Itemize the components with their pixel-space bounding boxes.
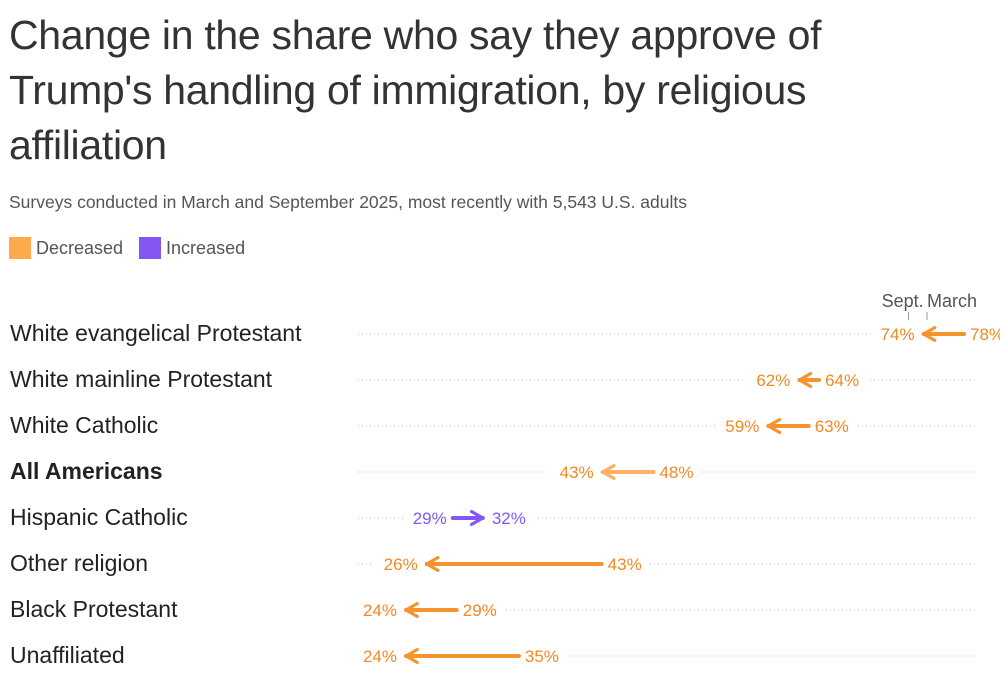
row-other-religion: Other religion 26% 43% xyxy=(10,550,975,576)
row-white-mainline-protestant: White mainline Protestant 62% 64% xyxy=(10,366,975,392)
row-label: Unaffiliated xyxy=(10,642,125,668)
value-label-march: 48% xyxy=(659,463,693,482)
value-label-sept: 26% xyxy=(384,555,418,574)
legend-item-decreased: Decreased xyxy=(9,237,123,259)
value-label-march: 43% xyxy=(608,555,642,574)
row-label: Hispanic Catholic xyxy=(10,504,188,530)
legend-label-increased: Increased xyxy=(166,237,246,258)
legend-swatch-increased xyxy=(139,237,162,259)
column-label-march: March xyxy=(927,291,977,311)
value-label-sept: 59% xyxy=(725,417,759,436)
value-label-march: 63% xyxy=(815,417,849,436)
value-label-march: 64% xyxy=(825,371,859,390)
chart-subtitle: Surveys conducted in March and September… xyxy=(9,192,687,212)
row-all-americans: All Americans 43% 48% xyxy=(10,458,975,484)
row-label: White Catholic xyxy=(10,412,158,438)
value-label-march: 35% xyxy=(525,647,559,666)
value-label-march: 78% xyxy=(970,325,1000,344)
row-label: White mainline Protestant xyxy=(10,366,273,392)
row-white-catholic: White Catholic 59% 63% xyxy=(10,412,975,438)
chart-title: Change in the share who say they approve… xyxy=(9,12,822,168)
row-unaffiliated: Unaffiliated 24% 35% xyxy=(10,642,975,668)
row-label: White evangelical Protestant xyxy=(10,320,302,346)
legend: Decreased Increased xyxy=(9,237,261,259)
row-label: All Americans xyxy=(10,458,163,484)
row-white-evangelical-protestant: White evangelical Protestant 74% 78% xyxy=(10,320,1000,346)
column-label-sept: Sept. xyxy=(882,291,924,311)
legend-swatch-decreased xyxy=(9,237,31,259)
value-label-march: 29% xyxy=(463,601,497,620)
legend-item-increased: Increased xyxy=(139,237,245,259)
legend-label-decreased: Decreased xyxy=(36,237,124,258)
value-label-march: 29% xyxy=(413,509,447,528)
value-label-sept: 24% xyxy=(363,601,397,620)
row-label: Black Protestant xyxy=(10,596,178,622)
value-label-sept: 62% xyxy=(756,371,790,390)
value-label-sept: 74% xyxy=(881,325,915,344)
value-label-sept: 32% xyxy=(492,509,526,528)
value-label-sept: 24% xyxy=(363,647,397,666)
row-hispanic-catholic: Hispanic Catholic 32% 29% xyxy=(10,504,975,530)
row-black-protestant: Black Protestant 24% 29% xyxy=(10,596,975,622)
row-label: Other religion xyxy=(10,550,148,576)
value-label-sept: 43% xyxy=(560,463,594,482)
